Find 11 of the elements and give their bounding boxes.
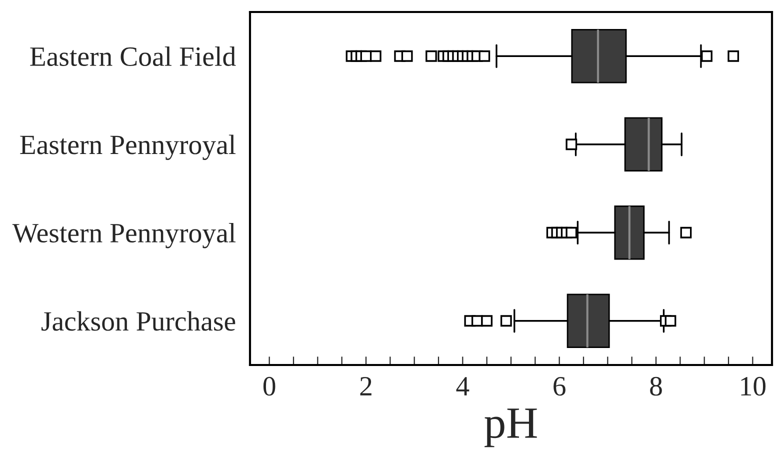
x-tick-label: 4 [456,377,470,396]
y-tick-label: Eastern Pennyroyal [20,134,236,160]
y-tick-label: Eastern Coal Field [30,46,236,66]
x-tick-label: 6 [554,376,566,396]
x-axis-title: pH [484,408,537,448]
x-tick-label: 8 [650,376,662,396]
y-tick-label: Western Pennyroyal [12,222,236,248]
x-tick-label: 2 [360,376,372,396]
y-tick-label: Jackson Purchase [42,311,236,331]
x-tick-label: 10 [741,376,766,396]
x-tick-label: 0 [263,376,276,396]
